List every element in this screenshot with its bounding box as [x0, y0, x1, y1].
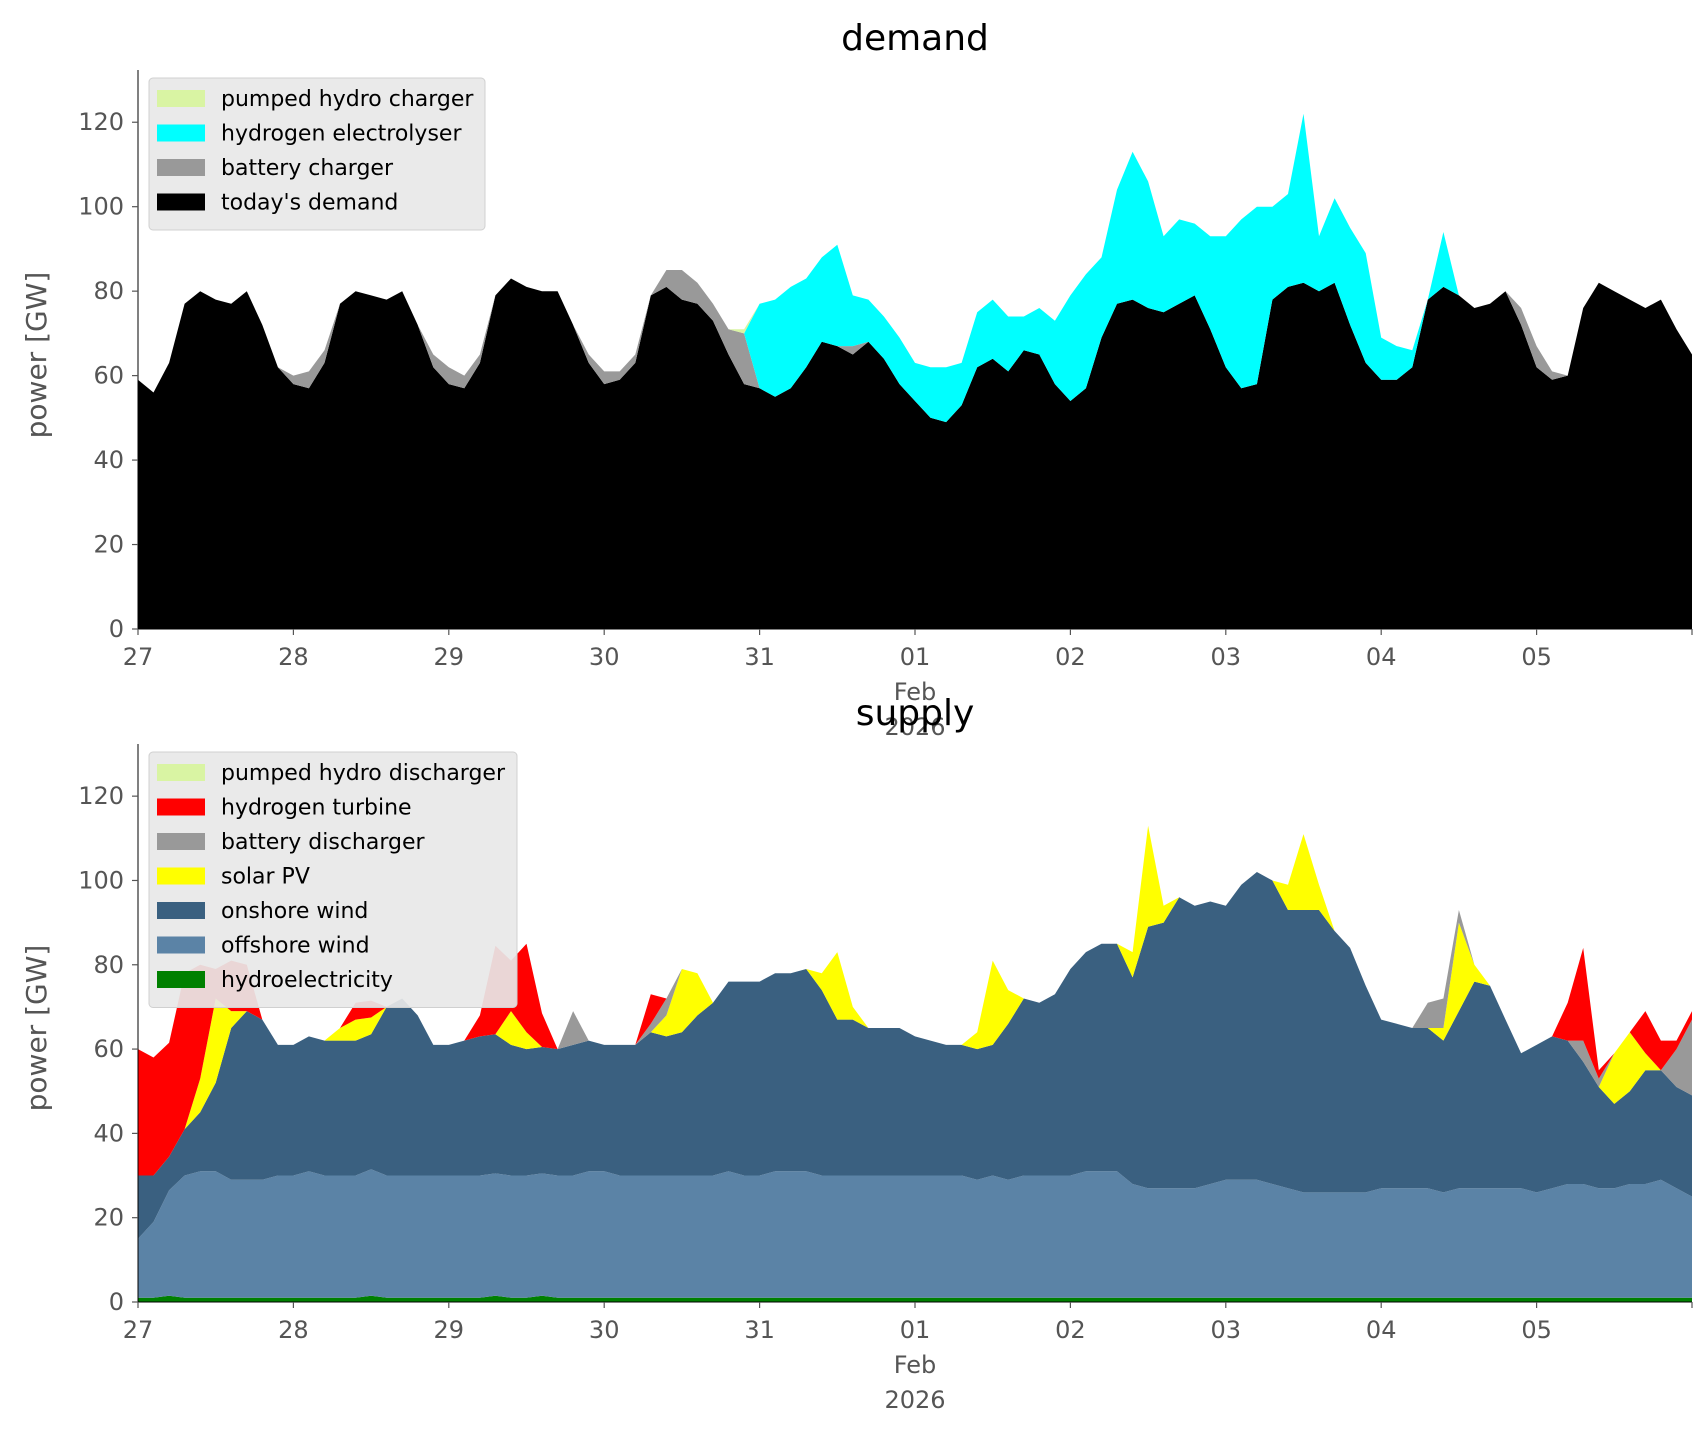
chart-title: demand — [841, 18, 989, 59]
x-tick-label: 28 — [278, 1316, 309, 1344]
legend-swatch — [157, 902, 205, 919]
y-tick-label: 40 — [93, 1119, 124, 1147]
legend: pumped hydro charger hydrogen electrolyse… — [148, 77, 486, 231]
x-tick-label: 28 — [278, 643, 309, 671]
legend-label: hydrogen electrolyser — [221, 122, 462, 147]
legend-box — [148, 751, 518, 1008]
x-tick-sublabel: 2026 — [884, 713, 945, 741]
legend-label: hydrogen turbine — [221, 796, 412, 821]
legend-label: today's demand — [221, 191, 398, 216]
x-tick-label: 27 — [123, 1316, 154, 1344]
y-tick-label: 40 — [93, 446, 124, 474]
x-tick-label: 03 — [1211, 643, 1242, 671]
y-tick-label: 20 — [93, 1204, 124, 1232]
y-tick-label: 60 — [93, 1035, 124, 1063]
area-hydrogen-electrolyser — [138, 113, 1692, 423]
chart-title: supply — [856, 693, 975, 734]
chart-panel-supply: 0 20 40 60 80 100 120 27 28 29 30 31 01 Feb 2026 02 03 04… — [20, 693, 1693, 1414]
legend-swatch — [157, 971, 205, 988]
x-tick-label: 29 — [434, 643, 465, 671]
y-tick-label: 80 — [93, 277, 124, 305]
x-tick-label: 05 — [1521, 1316, 1552, 1344]
legend-swatch — [157, 867, 205, 885]
x-tick-label: 29 — [434, 1316, 465, 1344]
legend-swatch — [157, 159, 205, 176]
legend-label: hydroelectricity — [221, 968, 393, 993]
chart-panel-demand: 0 20 40 60 80 100 120 27 28 29 30 31 01 Feb 2026 02 03 04… — [20, 18, 1693, 741]
legend-label: solar PV — [221, 865, 310, 890]
y-tick-label: 0 — [109, 615, 124, 643]
x-tick-label: 31 — [744, 1316, 775, 1344]
legend-box — [148, 77, 486, 231]
x-tick-sublabel: Feb — [894, 1351, 937, 1379]
legend: pumped hydro discharger hydrogen turbine b… — [148, 751, 518, 1008]
x-tick-label: 30 — [589, 643, 620, 671]
legend-swatch — [157, 798, 205, 816]
y-tick-label: 120 — [78, 782, 124, 810]
legend-label: battery discharger — [221, 830, 426, 855]
legend-swatch — [157, 936, 205, 954]
legend-label: battery charger — [221, 156, 394, 181]
legend-label: onshore wind — [221, 899, 368, 924]
area-onshore-wind — [138, 872, 1692, 1239]
y-axis-label: power [GW] — [20, 272, 53, 439]
y-tick-label: 0 — [109, 1288, 124, 1316]
x-tick-label: 05 — [1521, 643, 1552, 671]
area-offshore-wind — [138, 1169, 1692, 1298]
y-tick-label: 100 — [78, 866, 124, 894]
y-tick-label: 120 — [78, 108, 124, 136]
x-tick-label: 27 — [123, 643, 154, 671]
area-today-s-demand — [138, 278, 1692, 629]
legend-label: pumped hydro discharger — [221, 761, 506, 786]
legend-label: pumped hydro charger — [221, 87, 474, 112]
x-tick-label: 04 — [1366, 1316, 1397, 1344]
legend-swatch — [157, 833, 205, 850]
x-tick-label: 30 — [589, 1316, 620, 1344]
legend-swatch — [157, 90, 205, 107]
y-tick-label: 20 — [93, 531, 124, 559]
y-tick-label: 60 — [93, 362, 124, 390]
legend-swatch — [157, 193, 205, 211]
area-hydroelectricity — [138, 1295, 1692, 1302]
x-tick-label: 02 — [1055, 1316, 1086, 1344]
y-tick-label: 80 — [93, 951, 124, 979]
x-tick-label: 01 — [900, 1316, 931, 1344]
x-tick-label: 02 — [1055, 643, 1086, 671]
legend-swatch — [157, 124, 205, 142]
x-tick-label: 03 — [1211, 1316, 1242, 1344]
x-tick-label: 31 — [744, 643, 775, 671]
x-tick-sublabel: 2026 — [884, 1386, 945, 1414]
y-axis-label: power [GW] — [20, 945, 53, 1112]
x-tick-sublabel: Feb — [894, 678, 937, 706]
legend-label: offshore wind — [221, 934, 370, 959]
x-tick-label: 01 — [900, 643, 931, 671]
y-tick-label: 100 — [78, 193, 124, 221]
x-tick-label: 04 — [1366, 643, 1397, 671]
legend-swatch — [157, 764, 205, 781]
